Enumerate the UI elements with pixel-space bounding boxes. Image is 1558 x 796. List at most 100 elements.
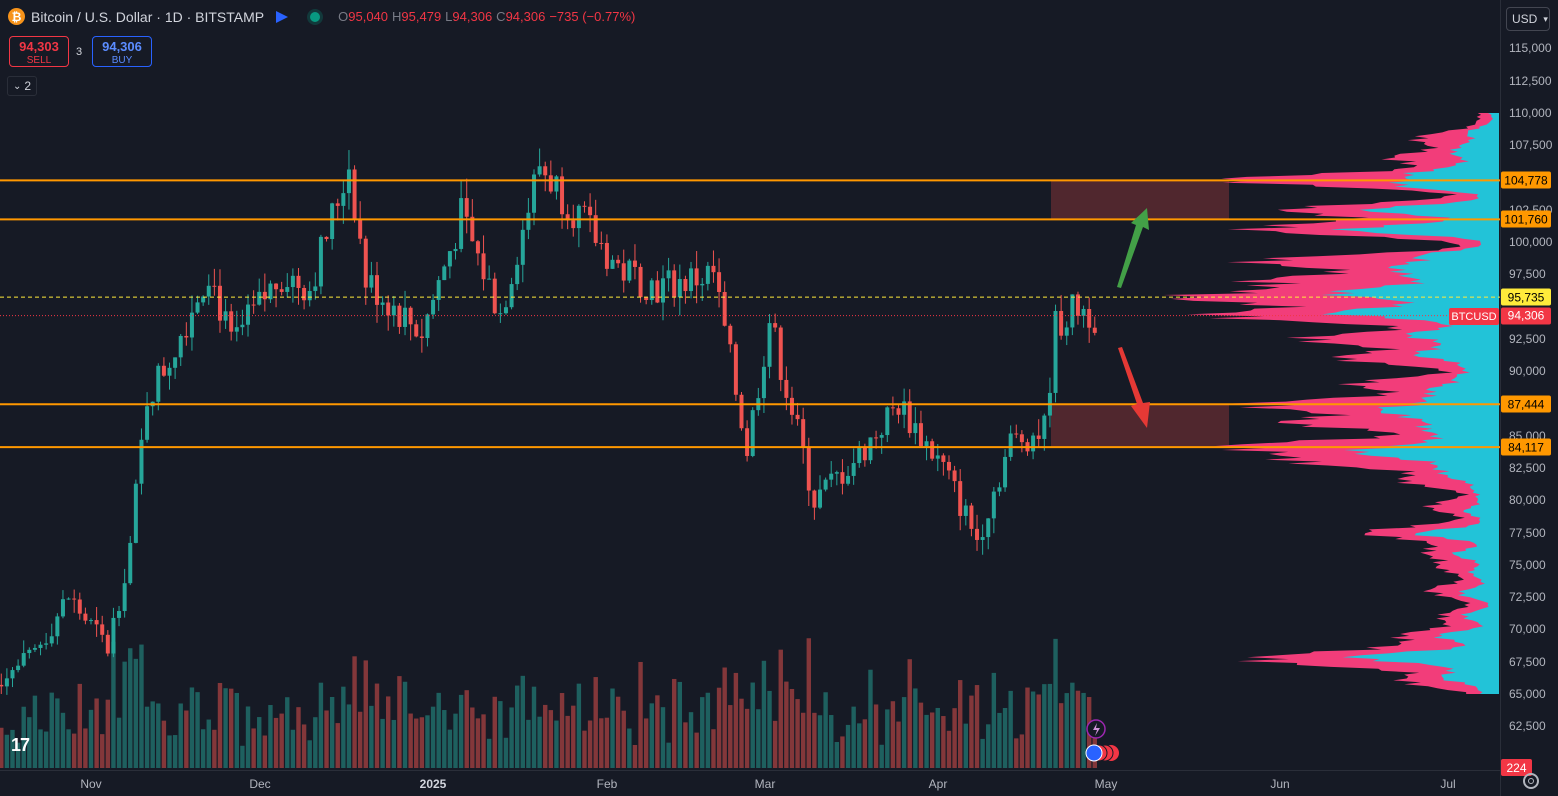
- candle-body: [1092, 327, 1097, 333]
- volume-bar: [21, 706, 26, 768]
- volume-bar: [318, 682, 324, 768]
- volume-bar: [1014, 738, 1019, 768]
- volume-bar: [475, 718, 481, 768]
- volume-bar: [228, 688, 234, 768]
- candle-body: [161, 365, 166, 376]
- volume-bar: [1064, 693, 1069, 768]
- candle-body: [616, 259, 621, 264]
- volume-bar: [582, 730, 587, 768]
- candle-body: [290, 275, 295, 288]
- candle-body: [414, 324, 419, 337]
- indicators-collapse-button[interactable]: ⌄ 2: [7, 76, 37, 96]
- volume-bar: [700, 697, 705, 768]
- volume-bar: [262, 735, 268, 768]
- settings-gear-icon[interactable]: [1523, 773, 1539, 789]
- chevron-down-icon: ▾: [1543, 13, 1548, 24]
- candle-body: [1081, 309, 1086, 316]
- volume-bar: [705, 692, 711, 768]
- candle-body: [358, 219, 363, 239]
- volume-bar: [918, 702, 924, 768]
- sell-button[interactable]: 94,303 SELL: [9, 36, 69, 67]
- price-level-tag[interactable]: 84,117: [1501, 438, 1551, 456]
- volume-bar: [1008, 690, 1013, 768]
- volume-bar: [688, 712, 694, 768]
- candle-body: [363, 238, 368, 288]
- volume-bar: [722, 667, 727, 768]
- candle-body: [711, 265, 716, 273]
- price-level-tag[interactable]: 95,735: [1501, 288, 1551, 306]
- symbol-header[interactable]: ₿ Bitcoin / U.S. Dollar · 1D · BITSTAMP …: [8, 8, 639, 25]
- volume-bar: [402, 681, 408, 768]
- volume-bar: [172, 735, 178, 768]
- candle-body: [1087, 309, 1092, 328]
- volume-bar: [223, 688, 228, 768]
- candle-body: [930, 441, 935, 459]
- volume-bar: [273, 717, 279, 768]
- candle-body: [576, 205, 581, 229]
- candle-body: [352, 169, 357, 220]
- time-tick-label: Jul: [1440, 777, 1456, 791]
- volume-bar: [655, 695, 660, 768]
- volume-bar: [677, 681, 683, 768]
- price-level-tag[interactable]: 87,444: [1501, 395, 1551, 413]
- volume-bar: [94, 698, 99, 768]
- volume-bar: [285, 697, 290, 768]
- annotation-arrows[interactable]: [1117, 208, 1150, 428]
- price-level-tag[interactable]: 94,306: [1501, 307, 1551, 325]
- volume-bar: [122, 661, 127, 768]
- flag-icon[interactable]: [276, 10, 289, 23]
- candle-body: [829, 473, 834, 480]
- volume-bar: [425, 715, 430, 768]
- price-level-tag[interactable]: 101,760: [1501, 210, 1551, 228]
- horizontal-levels[interactable]: [0, 179, 1500, 449]
- volume-bar: [817, 715, 823, 768]
- currency-select[interactable]: USD ▾: [1506, 7, 1550, 31]
- volume-bar: [1030, 691, 1036, 768]
- candle-body: [1008, 433, 1013, 457]
- price-axis[interactable]: USD ▾ 115,000 112,500 110,000 107,500 102,50…: [1500, 0, 1558, 796]
- event-markers[interactable]: [1085, 719, 1119, 762]
- candle-body: [257, 291, 262, 305]
- buy-button[interactable]: 94,306 BUY: [92, 36, 152, 67]
- market-status-icon[interactable]: [310, 11, 321, 22]
- candle-body: [823, 479, 828, 490]
- volume-bar: [453, 713, 458, 768]
- candle-body: [1031, 435, 1036, 452]
- volume-bar: [526, 719, 531, 768]
- candle-body: [324, 236, 329, 240]
- volume-bar: [514, 685, 520, 768]
- candle-body: [554, 176, 559, 192]
- candle-body: [879, 435, 884, 438]
- candle-body: [100, 624, 105, 635]
- price-level-tag[interactable]: 104,778: [1501, 171, 1551, 189]
- volume-bar: [1070, 682, 1075, 768]
- candle-body: [268, 283, 273, 300]
- us-flag-event-icon[interactable]: [1085, 744, 1103, 762]
- volume-bar: [929, 712, 935, 768]
- volume-bar: [576, 683, 582, 768]
- volume-bar: [711, 729, 716, 768]
- volume-bar: [952, 708, 957, 768]
- volume-bar: [756, 709, 761, 768]
- candle-body: [1075, 294, 1080, 316]
- volume-bar: [795, 699, 800, 768]
- volume-bar: [346, 704, 352, 768]
- volume-bar: [1058, 703, 1064, 768]
- volume-bar: [672, 678, 677, 768]
- candle-body: [459, 198, 464, 249]
- volume-bar: [946, 730, 952, 768]
- volume-bar: [789, 688, 795, 768]
- candle-body: [750, 410, 755, 456]
- candle-body: [778, 327, 783, 380]
- candle-body: [206, 285, 211, 297]
- volume-bar: [974, 685, 980, 768]
- price-chart[interactable]: [0, 0, 1500, 770]
- candle-body: [683, 279, 688, 292]
- volume-bar: [761, 660, 767, 768]
- candle-body: [1053, 310, 1058, 393]
- symbol-title[interactable]: Bitcoin / U.S. Dollar · 1D · BITSTAMP: [31, 8, 265, 25]
- time-axis[interactable]: 224 Nov Dec 2025 Feb Mar Apr May Jun Jul: [0, 759, 1532, 796]
- volume-bar: [627, 728, 632, 768]
- candle-body: [335, 203, 340, 206]
- candle-body: [593, 215, 598, 243]
